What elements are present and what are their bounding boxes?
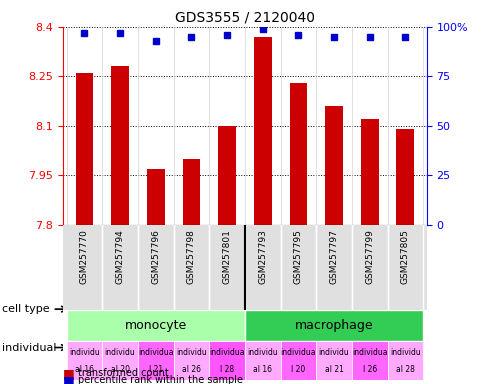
Bar: [111, 66, 129, 225]
Bar: [289, 83, 307, 225]
Text: individu: individu: [318, 348, 349, 357]
Text: GSM257770: GSM257770: [80, 229, 89, 284]
Text: individu: individu: [389, 348, 420, 357]
Text: GSM257798: GSM257798: [186, 229, 196, 284]
Text: al 16: al 16: [75, 365, 94, 374]
Text: GSM257801: GSM257801: [222, 229, 231, 284]
FancyBboxPatch shape: [102, 341, 137, 380]
Text: al 20: al 20: [110, 365, 129, 374]
Text: individua: individua: [138, 348, 173, 357]
Bar: [218, 126, 236, 225]
Bar: [147, 169, 165, 225]
Text: GSM257795: GSM257795: [293, 229, 302, 284]
Text: individua: individua: [280, 348, 316, 357]
Text: al 16: al 16: [253, 365, 272, 374]
FancyBboxPatch shape: [173, 341, 209, 380]
Bar: [253, 37, 271, 225]
Text: monocyte: monocyte: [124, 319, 186, 332]
Text: al 28: al 28: [395, 365, 414, 374]
Text: individu: individu: [176, 348, 206, 357]
FancyBboxPatch shape: [351, 341, 387, 380]
Text: individu: individu: [105, 348, 135, 357]
Text: l 26: l 26: [362, 365, 376, 374]
Text: l 28: l 28: [220, 365, 234, 374]
FancyBboxPatch shape: [209, 341, 244, 380]
Bar: [360, 119, 378, 225]
Text: individu: individu: [69, 348, 100, 357]
FancyBboxPatch shape: [137, 341, 173, 380]
FancyBboxPatch shape: [244, 341, 280, 380]
Text: al 21: al 21: [324, 365, 343, 374]
Bar: [396, 129, 413, 225]
Text: macrophage: macrophage: [294, 319, 373, 332]
Text: l 20: l 20: [291, 365, 305, 374]
Text: individua: individua: [351, 348, 387, 357]
Text: al 26: al 26: [182, 365, 200, 374]
Text: individual: individual: [2, 343, 57, 353]
Text: GSM257799: GSM257799: [364, 229, 374, 284]
FancyBboxPatch shape: [244, 310, 423, 341]
Text: individua: individua: [209, 348, 244, 357]
Title: GDS3555 / 2120040: GDS3555 / 2120040: [175, 10, 314, 24]
Bar: [324, 106, 342, 225]
Text: transformed count: transformed count: [77, 368, 168, 378]
FancyBboxPatch shape: [66, 341, 102, 380]
FancyBboxPatch shape: [280, 341, 316, 380]
Text: GSM257797: GSM257797: [329, 229, 338, 284]
FancyBboxPatch shape: [316, 341, 351, 380]
Text: GSM257794: GSM257794: [115, 229, 124, 284]
FancyBboxPatch shape: [66, 310, 244, 341]
Text: ■: ■: [63, 367, 75, 380]
Text: GSM257793: GSM257793: [257, 229, 267, 284]
Text: cell type: cell type: [2, 304, 50, 314]
Bar: [76, 73, 93, 225]
Text: ■: ■: [63, 374, 75, 384]
Text: l 21: l 21: [149, 365, 163, 374]
Text: percentile rank within the sample: percentile rank within the sample: [77, 375, 242, 384]
Bar: [182, 159, 200, 225]
Text: individu: individu: [247, 348, 277, 357]
Text: GSM257805: GSM257805: [400, 229, 409, 284]
FancyBboxPatch shape: [387, 341, 423, 380]
Text: GSM257796: GSM257796: [151, 229, 160, 284]
